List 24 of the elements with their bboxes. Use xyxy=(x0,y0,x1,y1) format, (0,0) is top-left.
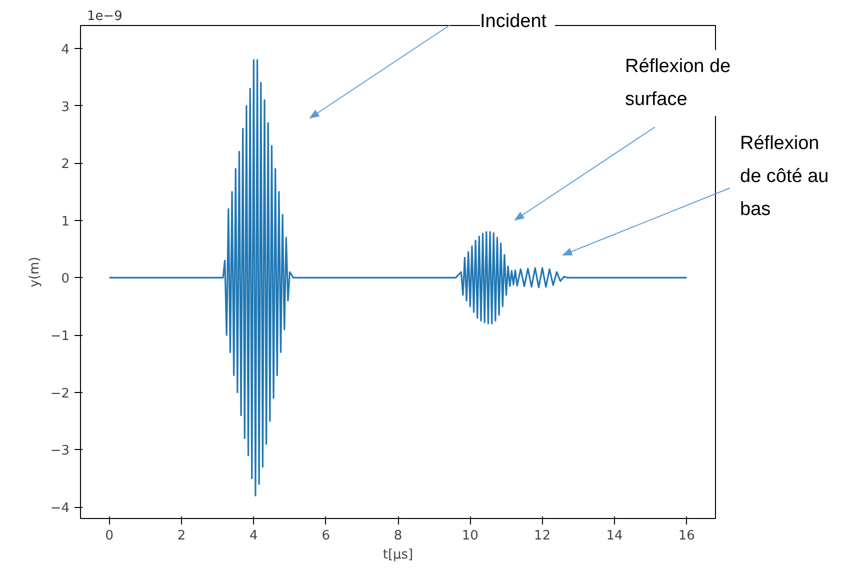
y-tick-label: 3 xyxy=(61,100,70,115)
x-tick-label: 10 xyxy=(462,528,478,544)
annotation: Réflexion de surface xyxy=(625,50,750,116)
x-tick-label: 16 xyxy=(678,528,695,544)
text: 1e−9 xyxy=(87,9,122,24)
text: Réflexion de côté au bas xyxy=(740,127,840,226)
y-axis-title: y(m) xyxy=(27,256,42,288)
y-tick-label: −3 xyxy=(50,444,70,459)
annotation: Incident xyxy=(480,5,555,38)
x-tick-label: 6 xyxy=(322,528,330,544)
x-tick-label: 4 xyxy=(250,528,258,544)
y-tick-label: −1 xyxy=(50,329,70,344)
x-tick-label: 2 xyxy=(177,528,186,544)
y-tick-label: 4 xyxy=(61,42,70,58)
x-tick-label: 8 xyxy=(394,528,402,544)
y-tick-label: −2 xyxy=(50,386,70,402)
x-tick-label: 14 xyxy=(606,528,623,544)
y-tick-label: 2 xyxy=(61,157,70,172)
x-tick-label: 12 xyxy=(534,528,551,544)
x-axis-title: t[μs] xyxy=(382,548,414,562)
x-tick-label: 0 xyxy=(105,528,114,544)
y-tick-label: 0 xyxy=(61,272,70,287)
y-tick-label: 1 xyxy=(61,214,70,230)
y-tick-label: −4 xyxy=(50,501,70,516)
